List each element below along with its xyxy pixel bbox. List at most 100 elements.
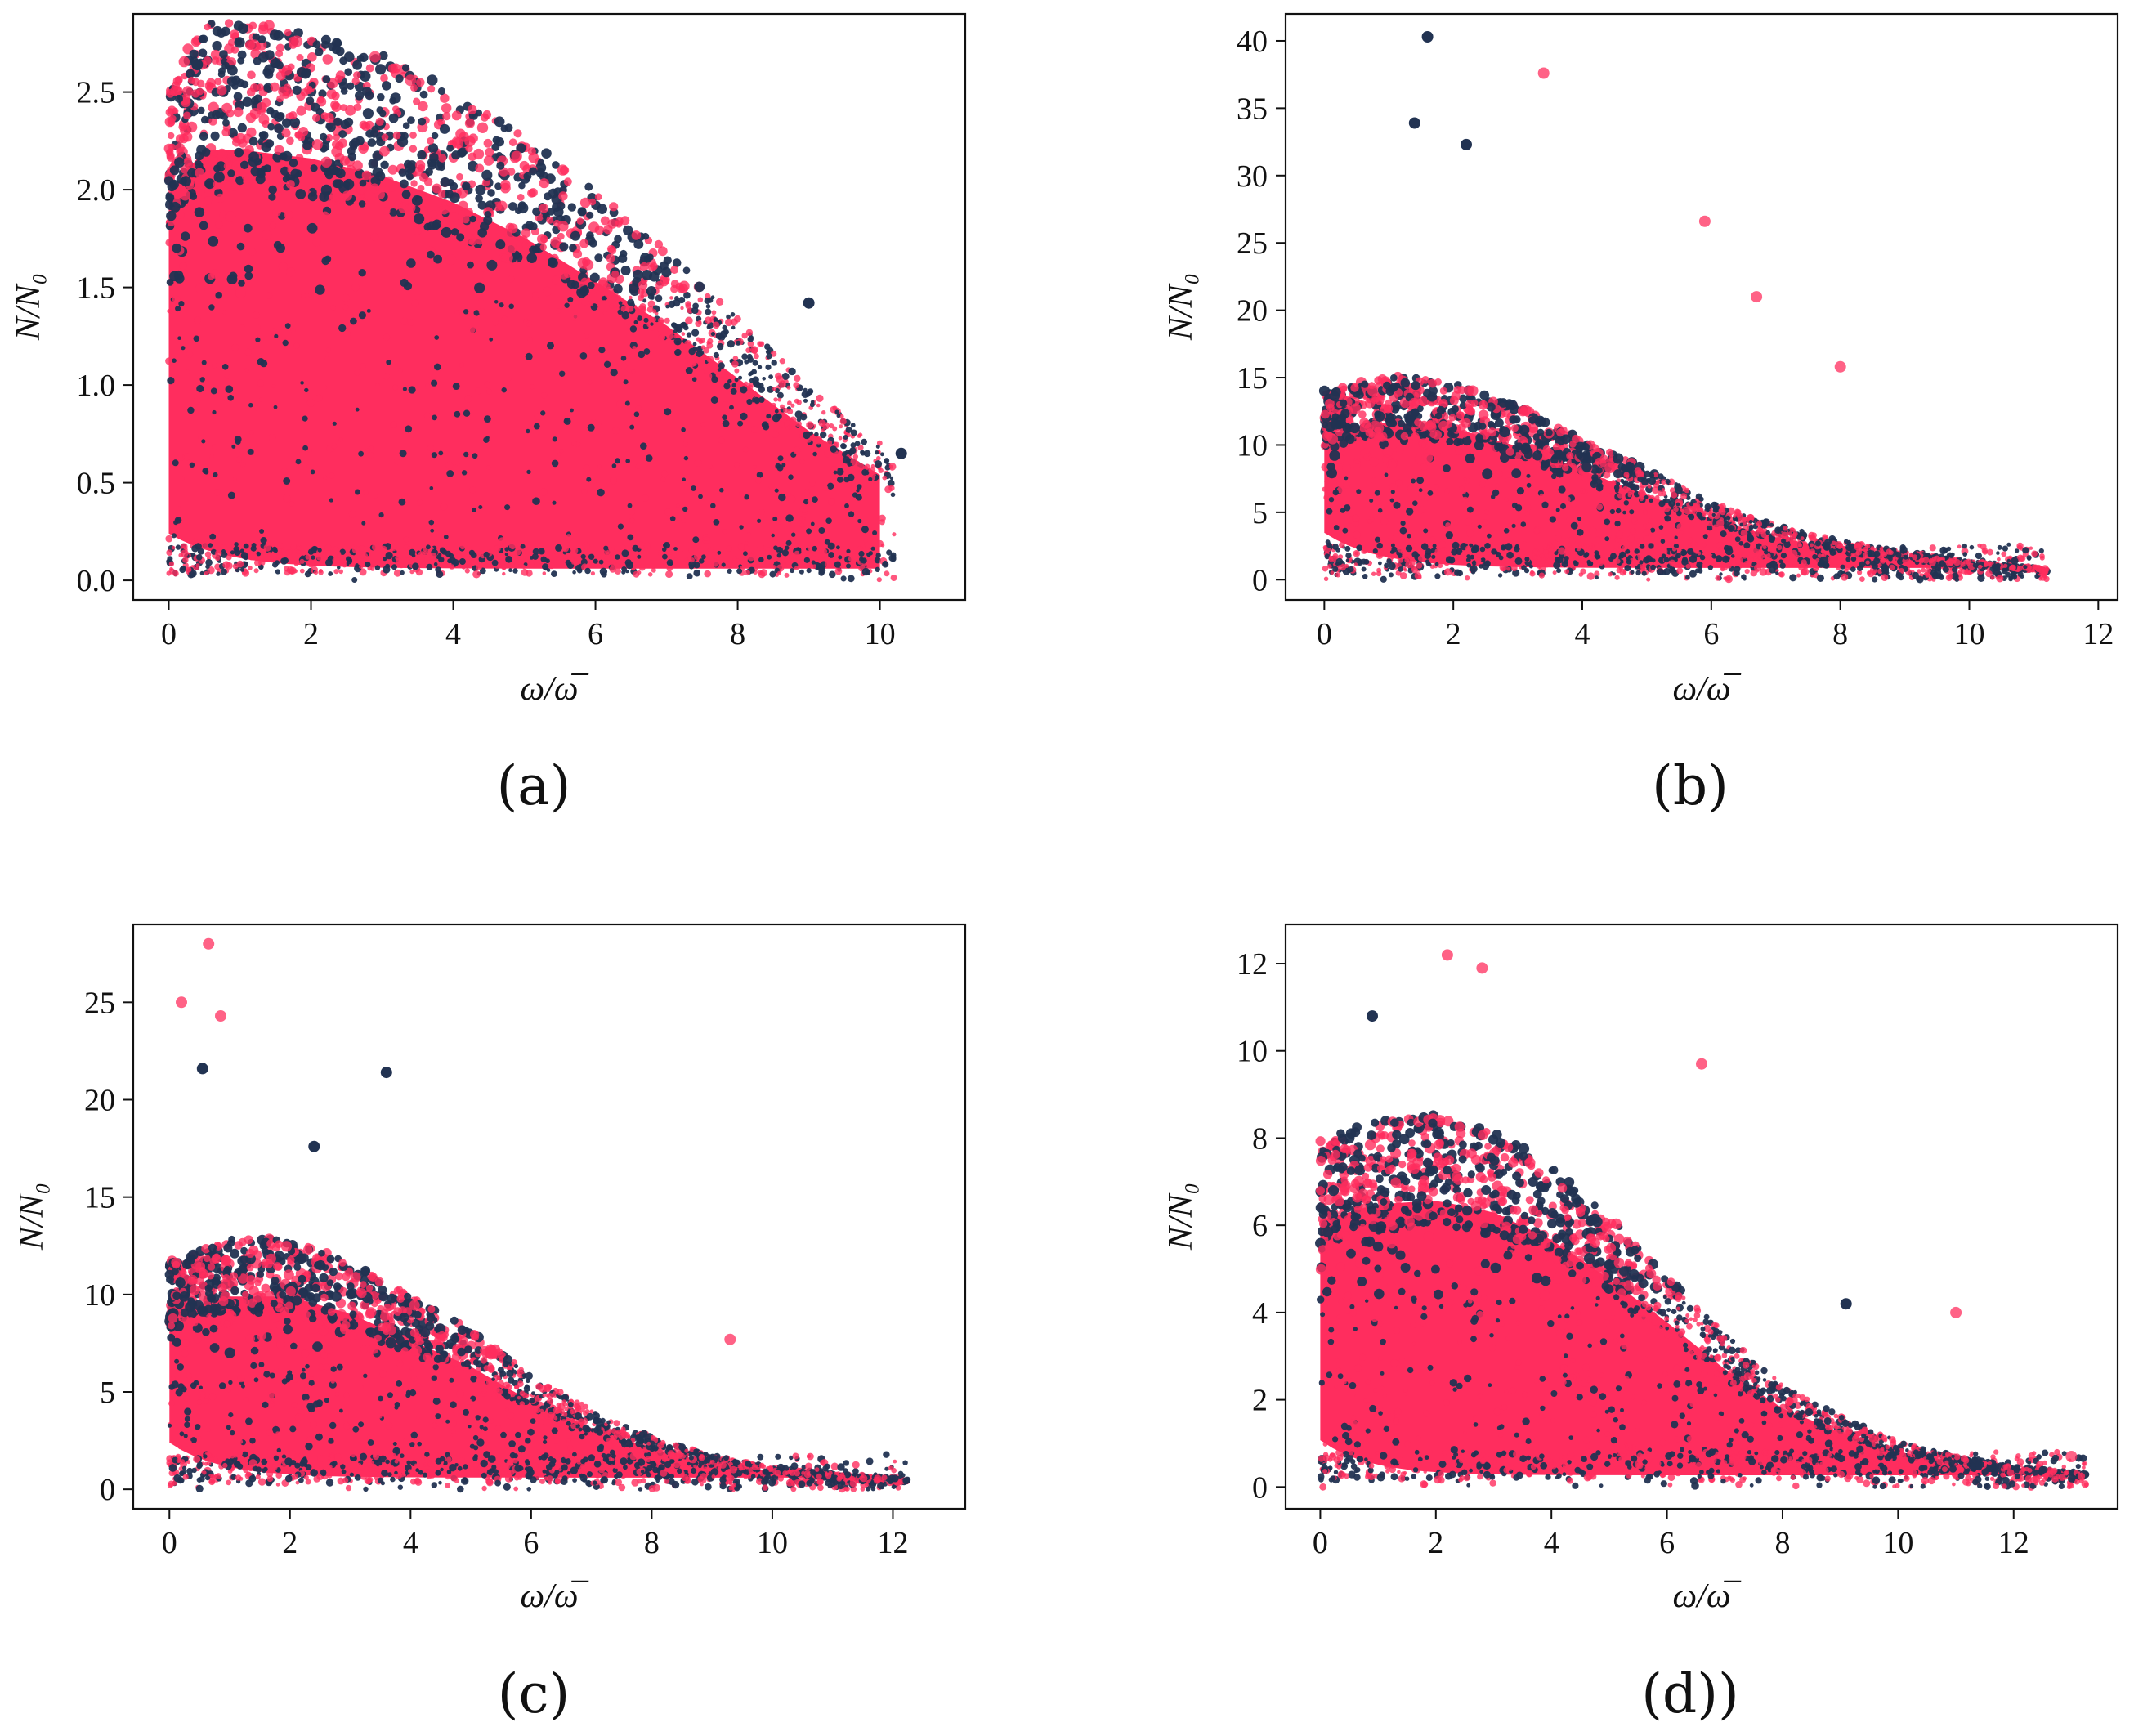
series-1-point: [1411, 381, 1420, 391]
series-2-point: [1492, 480, 1496, 485]
series-1-point: [326, 122, 336, 132]
series-2-point: [1743, 560, 1751, 568]
series-1-point: [567, 203, 576, 212]
series-1-point: [440, 123, 450, 134]
series-2-point: [253, 568, 259, 574]
series-2-point: [290, 328, 296, 333]
series-2-point: [514, 548, 521, 556]
series-2-point: [654, 239, 664, 249]
series-1-point: [489, 337, 494, 342]
series-1-point: [774, 488, 779, 493]
series-2-point: [263, 544, 271, 552]
series-2-point: [204, 551, 212, 558]
series-1-point: [472, 507, 476, 512]
series-2-point: [548, 562, 555, 570]
outlier-point: [248, 39, 260, 51]
series-2-point: [834, 567, 843, 575]
series-2-point: [464, 208, 473, 217]
series-2-point: [1421, 376, 1429, 384]
series-2-point: [1482, 519, 1488, 526]
series-2-point: [351, 284, 360, 292]
series-2-point: [369, 445, 374, 450]
series-1-point: [856, 489, 860, 493]
series-2-point: [609, 566, 616, 573]
series-1-point: [360, 70, 371, 83]
series-1-point: [1630, 570, 1635, 575]
series-2-point: [570, 313, 579, 321]
series-2-point: [2031, 550, 2038, 557]
series-1-point: [860, 450, 866, 456]
series-2-point: [747, 532, 751, 536]
series-2-point: [1756, 521, 1763, 527]
series-1-point: [319, 191, 330, 202]
series-1-point: [757, 365, 763, 369]
series-1-point: [355, 489, 360, 495]
series-2-point: [627, 305, 634, 312]
series-2-point: [312, 238, 321, 247]
series-2-point: [1706, 520, 1712, 527]
series-2-point: [734, 315, 741, 323]
series-1-point: [1743, 542, 1751, 549]
series-2-point: [501, 564, 507, 570]
series-2-point: [387, 63, 398, 74]
series-1-point: [359, 179, 367, 187]
series-2-point: [772, 430, 780, 438]
series-1-point: [1769, 522, 1774, 527]
series-1-point: [230, 550, 235, 555]
series-2-point: [330, 305, 336, 311]
series-2-point: [700, 369, 705, 374]
series-1-point: [443, 535, 449, 539]
series-1-point: [1823, 562, 1830, 569]
series-1-point: [1434, 573, 1441, 579]
series-1-point: [1584, 552, 1590, 557]
series-1-point: [234, 436, 242, 443]
series-2-point: [744, 570, 750, 576]
series-1-point: [1635, 566, 1640, 570]
series-1-point: [722, 414, 727, 420]
series-2-point: [828, 498, 835, 506]
series-2-point: [299, 568, 305, 574]
series-1-point: [386, 360, 391, 365]
series-1-point: [1662, 499, 1667, 503]
series-1-point: [311, 555, 315, 560]
series-1-point: [1361, 380, 1369, 388]
series-2-point: [593, 351, 598, 356]
series-2-point: [773, 397, 778, 402]
series-1-point: [325, 558, 333, 566]
series-2-point: [484, 381, 490, 388]
series-2-point: [289, 111, 298, 120]
series-1-point: [717, 368, 722, 372]
series-2-point: [1749, 557, 1755, 562]
series-1-point: [358, 450, 364, 457]
series-1-point: [427, 250, 435, 259]
series-1-point: [463, 309, 469, 315]
series-1-point: [1629, 509, 1635, 515]
series-1-point: [220, 568, 227, 575]
series-1-point: [1425, 548, 1432, 555]
series-2-point: [1518, 549, 1526, 557]
series-2-point: [280, 468, 289, 475]
series-2-point: [176, 147, 185, 156]
series-1-point: [475, 195, 483, 203]
series-2-point: [620, 362, 628, 369]
series-1-point: [187, 406, 195, 414]
series-2-point: [742, 396, 747, 400]
series-1-point: [1348, 566, 1354, 573]
series-1-point: [244, 271, 253, 280]
series-1-point: [366, 308, 371, 313]
series-1-point: [727, 340, 735, 348]
series-1-point: [459, 558, 466, 565]
series-1-point: [633, 411, 640, 418]
series-2-point: [398, 368, 403, 373]
series-2-point: [224, 19, 234, 28]
series-2-point: [557, 452, 561, 456]
series-1-point: [1425, 559, 1430, 564]
series-1-point: [181, 231, 190, 241]
series-1-point: [495, 239, 506, 250]
series-1-point: [740, 386, 748, 394]
series-1-point: [467, 261, 474, 269]
series-1-point: [199, 34, 208, 43]
series-1-point: [570, 280, 579, 289]
series-1-point: [552, 500, 557, 505]
series-2-point: [332, 196, 341, 205]
